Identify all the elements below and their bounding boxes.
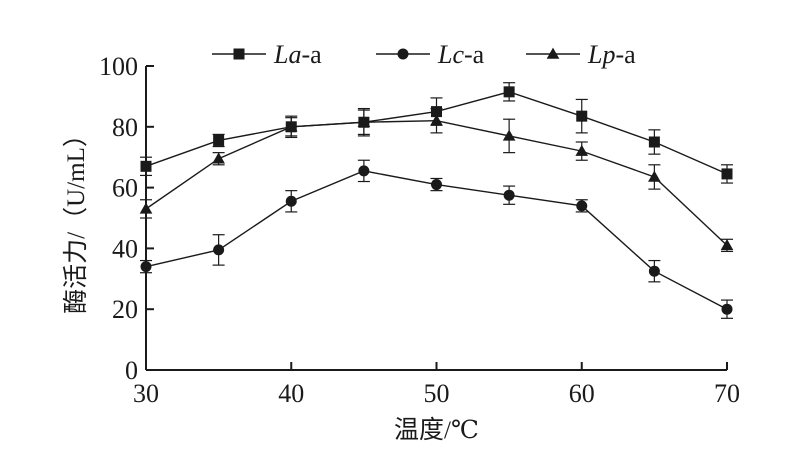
data-point-circle (358, 165, 370, 177)
y-tick-label: 40 (112, 234, 138, 263)
x-tick-label: 40 (278, 379, 304, 408)
data-point-circle (721, 303, 733, 315)
series-circle (140, 159, 733, 319)
data-point-square (213, 134, 225, 146)
data-point-square (576, 110, 588, 122)
data-point-triangle (430, 114, 443, 126)
data-point-circle (397, 48, 409, 60)
series-triangle (139, 107, 734, 253)
y-tick-label: 20 (112, 295, 138, 324)
data-point-square (233, 48, 245, 60)
data-point-triangle (284, 120, 298, 132)
data-point-circle (213, 244, 225, 256)
x-ticks: 30 40 50 60 70 (133, 362, 740, 408)
y-tick-label: 100 (99, 52, 138, 81)
data-point-triangle (357, 115, 371, 127)
data-point-circle (648, 265, 660, 277)
data-point-square (503, 86, 515, 98)
y-tick-label: 0 (125, 356, 138, 385)
data-point-square (140, 160, 152, 172)
legend-item-triangle: Lp-a (526, 40, 636, 69)
y-tick-label: 60 (112, 174, 138, 203)
legend-item-square: La-a (212, 40, 322, 69)
data-point-triangle (139, 202, 153, 214)
y-axis-label: 酶活力/（U/mL） (62, 122, 90, 314)
data-point-triangle (720, 239, 734, 251)
series-layer (139, 82, 734, 319)
y-ticks: 0 20 40 60 80 100 (99, 52, 154, 385)
data-point-triangle (648, 170, 661, 182)
series-line (145, 170, 728, 310)
data-point-circle (503, 189, 515, 201)
data-point-triangle (502, 129, 516, 141)
data-point-circle (285, 195, 297, 207)
data-point-circle (431, 179, 442, 191)
x-tick-label: 60 (569, 379, 595, 408)
legend-label: La-a (273, 40, 322, 69)
x-tick-label: 30 (133, 379, 159, 408)
data-point-square (648, 136, 660, 148)
data-point-triangle (546, 47, 560, 59)
x-tick-label: 70 (714, 379, 740, 408)
data-point-triangle (575, 144, 589, 156)
legend: La-a Lc-a Lp-a (212, 40, 636, 69)
data-point-square (721, 168, 733, 180)
data-point-triangle (212, 152, 225, 164)
x-axis-label: 温度/℃ (394, 416, 479, 444)
legend-label: Lp-a (587, 40, 636, 69)
legend-item-circle: Lc-a (376, 40, 485, 69)
data-point-circle (140, 261, 152, 273)
y-tick-label: 80 (112, 113, 138, 142)
data-point-circle (576, 200, 588, 212)
legend-label: Lc-a (437, 40, 485, 69)
x-tick-label: 50 (424, 379, 450, 408)
